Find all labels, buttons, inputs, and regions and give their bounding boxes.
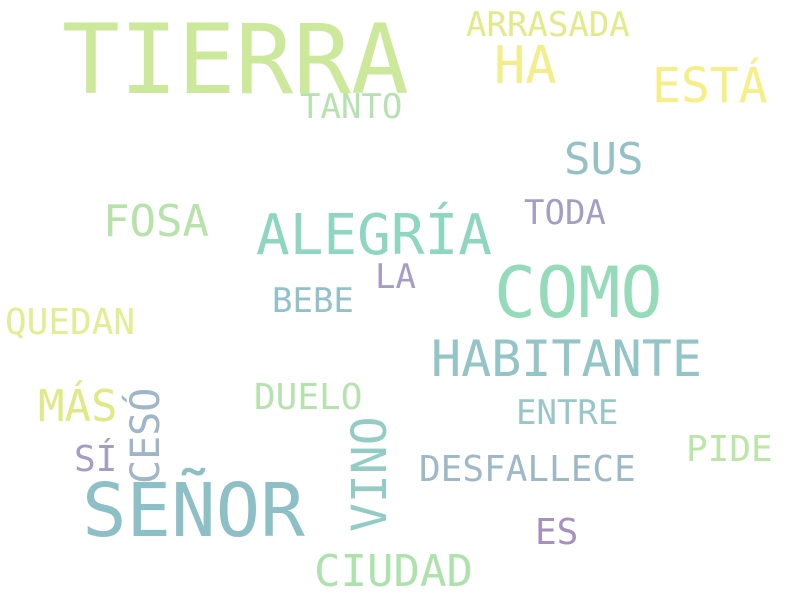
word-si: SÍ	[74, 439, 118, 480]
word-tierra: TIERRA	[62, 4, 409, 116]
word-arrasada: ARRASADA	[466, 5, 630, 45]
word-esta: ESTÁ	[652, 58, 768, 114]
word-fosa: FOSA	[103, 196, 209, 247]
word-duelo: DUELO	[254, 377, 363, 418]
word-tanto: TANTO	[300, 87, 403, 127]
word-vino: VINO	[342, 416, 398, 532]
word-sus: SUS	[564, 134, 644, 185]
word-quedan: QUEDAN	[5, 302, 136, 343]
word-senor: SEÑOR	[82, 468, 305, 554]
word-es: ES	[535, 512, 579, 553]
word-alegria: ALEGRÍA	[256, 203, 493, 268]
word-toda: TODA	[524, 193, 606, 233]
word-como: COMO	[494, 252, 663, 334]
word-pide: PIDE	[686, 429, 773, 470]
word-ciudad: CIUDAD	[314, 546, 473, 597]
word-mas: MÁS	[38, 381, 118, 432]
word-la: LA	[375, 257, 416, 297]
word-ha: HA	[494, 36, 557, 96]
word-desfallece: DESFALLECE	[419, 449, 636, 490]
word-bebe: BEBE	[272, 281, 354, 321]
word-habitante: HABITANTE	[431, 330, 702, 388]
word-entre: ENTRE	[516, 393, 619, 433]
